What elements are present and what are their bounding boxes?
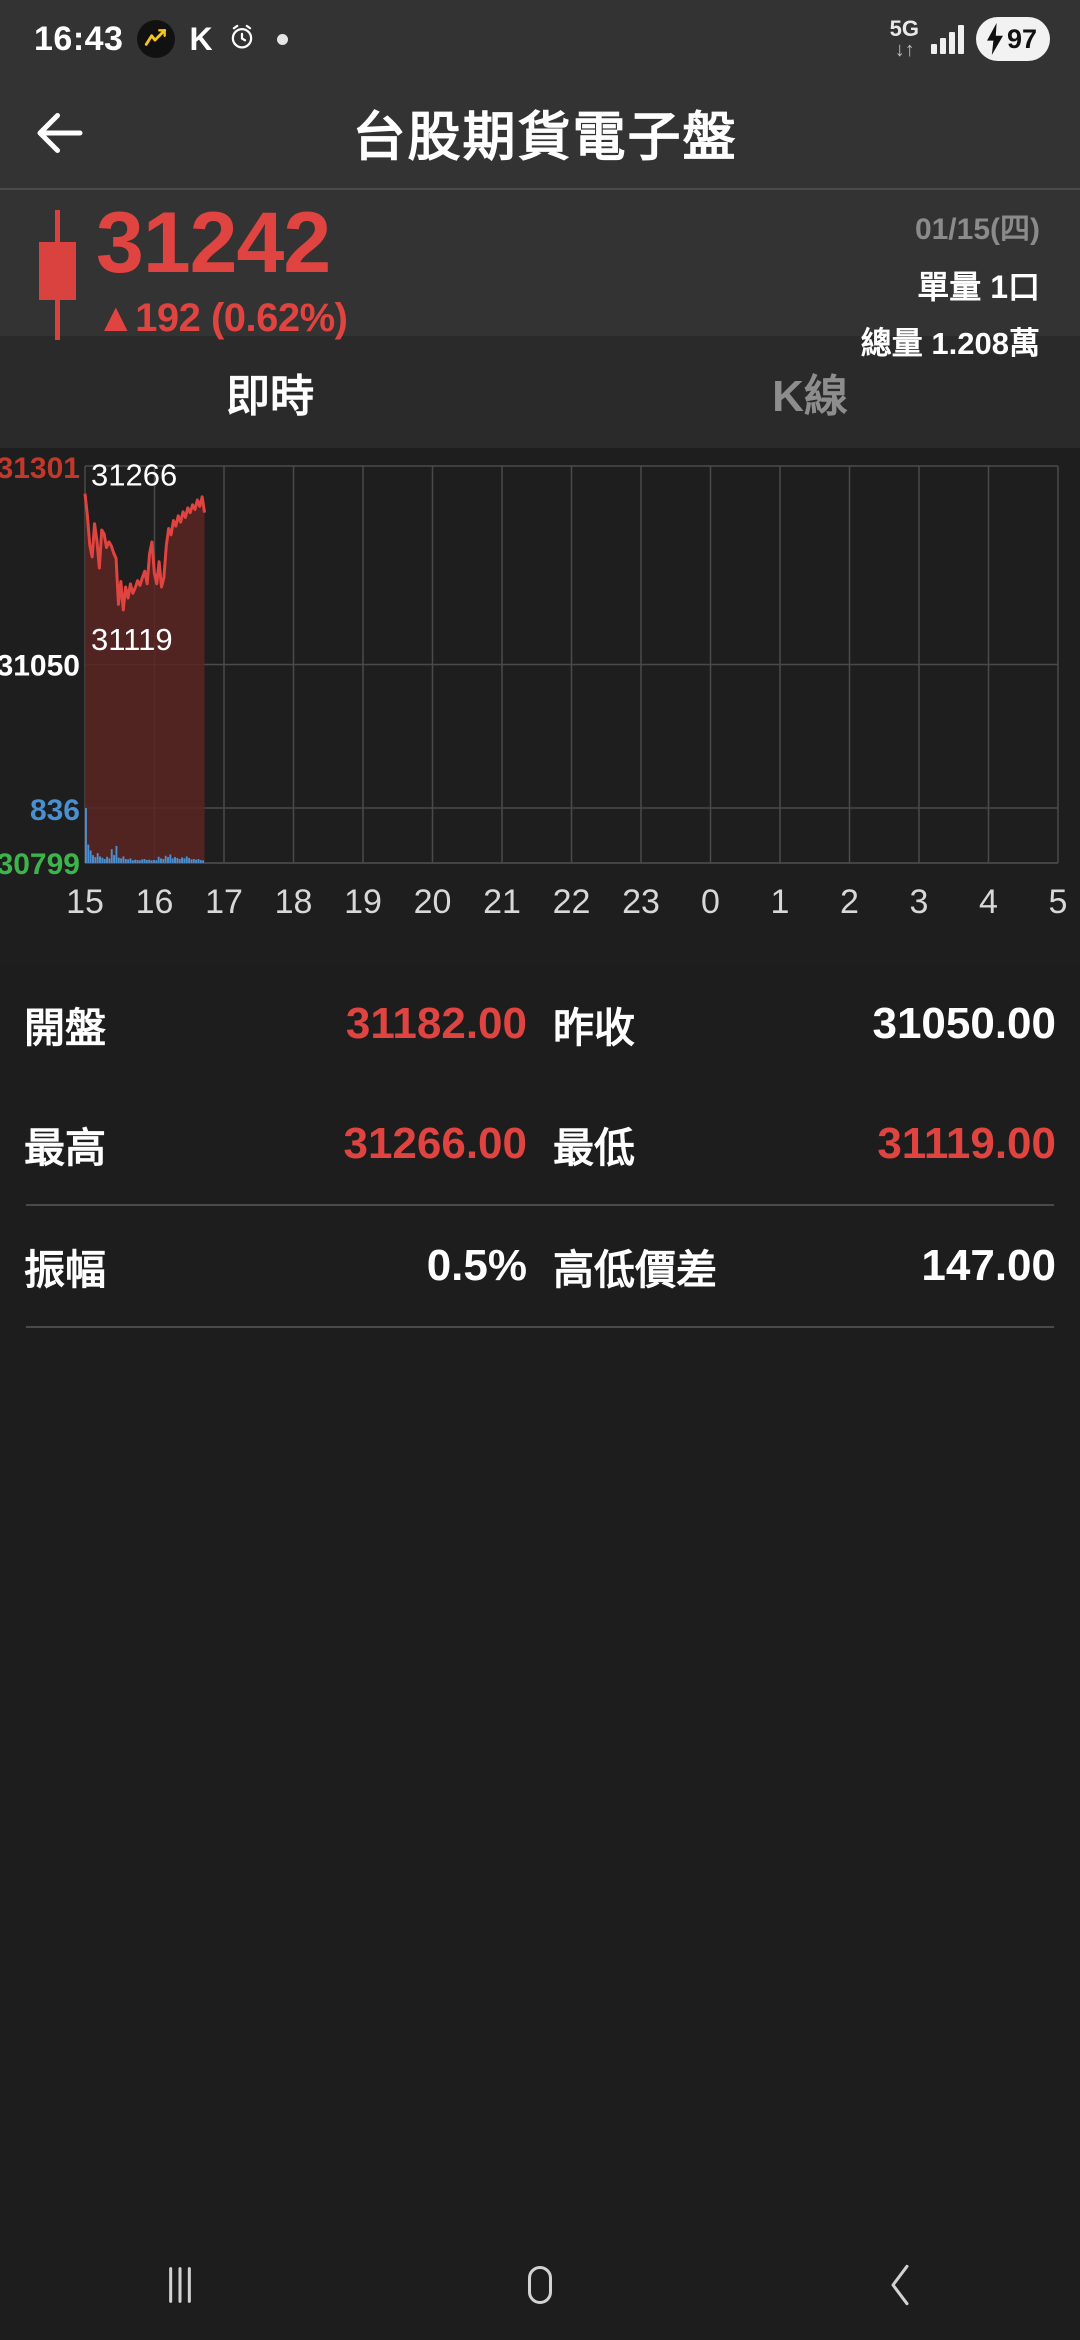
svg-text:836: 836 [30, 794, 80, 827]
battery-percent-label: 97 [1006, 23, 1037, 54]
last-price: 31242 [96, 195, 331, 291]
svg-text:17: 17 [205, 883, 243, 921]
candlestick-icon [34, 210, 80, 340]
svg-text:31301: 31301 [0, 452, 80, 485]
stat-value: 31266.00 [343, 1119, 527, 1168]
tab-kline[interactable]: K線 [772, 372, 848, 421]
stat-value: 0.5% [426, 1241, 527, 1290]
stat-label: 最高 [24, 1125, 106, 1171]
stat-high: 最高 31266.00 [24, 1114, 543, 1174]
total-volume: 總量 1.208萬 [860, 326, 1040, 361]
stat-label: 開盤 [24, 1005, 106, 1051]
nav-back-button[interactable] [810, 2230, 990, 2340]
svg-text:4: 4 [979, 883, 998, 921]
network-type-indicator: 5G ↓↑ [889, 16, 919, 61]
title-bar: 台股期貨電子盤 [0, 78, 1080, 188]
signal-bars-icon [930, 24, 964, 54]
svg-text:2: 2 [840, 883, 859, 921]
notification-k-label: K [189, 20, 213, 57]
recents-button[interactable] [90, 2230, 270, 2340]
stat-prev-close: 昨收 31050.00 [543, 994, 1056, 1054]
alarm-clock-icon [227, 22, 257, 57]
svg-text:19: 19 [344, 883, 382, 921]
stat-label: 高低價差 [553, 1247, 717, 1293]
table-row: 開盤 31182.00 昨收 31050.00 [24, 964, 1056, 1084]
stat-high-low-spread: 高低價差 147.00 [543, 1236, 1056, 1296]
svg-text:31266: 31266 [91, 458, 177, 493]
svg-text:20: 20 [414, 883, 452, 921]
price-change: ▲192 (0.62%) [96, 296, 348, 340]
stat-label: 昨收 [553, 1005, 635, 1051]
svg-text:18: 18 [275, 883, 313, 921]
stat-value: 31182.00 [345, 999, 527, 1048]
network-type-label: 5G [889, 16, 919, 41]
svg-text:3: 3 [910, 883, 929, 921]
stats-divider-bottom [26, 1326, 1054, 1328]
dot-icon [276, 33, 288, 45]
quote-price-group: 31242 ▲192 (0.62%) [30, 200, 348, 341]
svg-text:15: 15 [66, 883, 104, 921]
title-divider [0, 188, 1080, 190]
page-title: 台股期貨電子盤 [352, 108, 738, 167]
intraday-chart[interactable]: 31301 31050 30799 836 31266 31119 15 16 17 18 19 20… [0, 448, 1080, 964]
stats-divider [26, 1204, 1054, 1206]
svg-text:21: 21 [483, 883, 521, 921]
quote-date: 01/15(四) [914, 213, 1040, 246]
status-bar: 16:43 K 5G ↓↑ 97 [0, 0, 1080, 78]
data-arrows-icon: ↓↑ [894, 39, 915, 61]
svg-text:30799: 30799 [0, 848, 80, 881]
quote-values: 31242 ▲192 (0.62%) [96, 200, 348, 341]
chart-tabs: 即時 K線 [0, 336, 1080, 448]
back-button[interactable] [18, 91, 102, 175]
stat-label: 振幅 [24, 1247, 106, 1293]
stock-chart-icon [137, 20, 176, 58]
status-bar-clock: 16:43 [34, 19, 124, 58]
svg-text:31119: 31119 [91, 622, 173, 657]
back-arrow-icon [37, 113, 83, 153]
svg-text:5: 5 [1049, 883, 1068, 921]
quote-meta: 01/15(四) 單量 1口 總量 1.208萬 [861, 204, 1040, 363]
stats-table: 開盤 31182.00 昨收 31050.00 最高 31266.00 最低 3… [0, 964, 1080, 1328]
svg-text:16: 16 [136, 883, 174, 921]
svg-text:22: 22 [553, 883, 591, 921]
stat-value: 31119.00 [877, 1119, 1056, 1168]
svg-text:31050: 31050 [0, 650, 80, 683]
stat-open: 開盤 31182.00 [24, 994, 543, 1054]
stat-label: 最低 [553, 1125, 635, 1171]
quote-summary: 31242 ▲192 (0.62%) 01/15(四) 單量 1口 總量 1.2… [0, 190, 1080, 361]
svg-text:0: 0 [701, 883, 720, 921]
system-nav-bar [0, 2230, 1080, 2340]
home-button[interactable] [450, 2230, 630, 2340]
svg-text:23: 23 [622, 883, 660, 921]
stat-value: 147.00 [921, 1241, 1056, 1290]
recents-icon [169, 2267, 191, 2303]
stat-low: 最低 31119.00 [543, 1114, 1056, 1174]
table-row: 最高 31266.00 最低 31119.00 [24, 1084, 1056, 1204]
table-row: 振幅 0.5% 高低價差 147.00 [24, 1206, 1056, 1326]
status-bar-right: 5G ↓↑ 97 [890, 17, 1050, 61]
status-bar-left: 16:43 K [34, 20, 288, 59]
svg-text:1: 1 [771, 883, 790, 921]
home-icon [527, 2265, 553, 2305]
tab-realtime[interactable]: 即時 [226, 372, 314, 421]
battery-indicator: 97 [975, 17, 1050, 61]
stat-amplitude: 振幅 0.5% [24, 1236, 543, 1296]
nav-back-icon [891, 2264, 909, 2306]
single-volume: 單量 1口 [917, 269, 1040, 305]
lightning-bolt-icon [986, 23, 1003, 55]
stat-value: 31050.00 [872, 999, 1056, 1048]
